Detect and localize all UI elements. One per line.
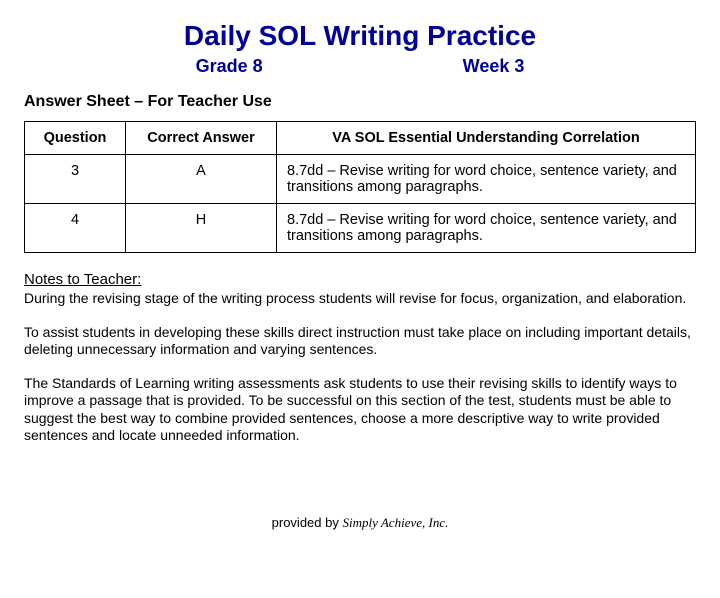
col-header-question: Question — [25, 122, 126, 155]
answer-table: Question Correct Answer VA SOL Essential… — [24, 121, 696, 253]
notes-paragraph: The Standards of Learning writing assess… — [24, 375, 696, 445]
col-header-correlation: VA SOL Essential Understanding Correlati… — [277, 122, 696, 155]
cell-answer: A — [126, 155, 277, 204]
footer: provided by Simply Achieve, Inc. — [24, 515, 696, 531]
week-label: Week 3 — [463, 56, 525, 77]
subhead-row: Grade 8 Week 3 — [24, 56, 696, 77]
notes-paragraph: During the revising stage of the writing… — [24, 290, 696, 308]
cell-question: 4 — [25, 204, 126, 253]
notes-paragraph: To assist students in developing these s… — [24, 324, 696, 359]
footer-prefix: provided by — [272, 515, 343, 530]
col-header-answer: Correct Answer — [126, 122, 277, 155]
cell-question: 3 — [25, 155, 126, 204]
table-row: 3 A 8.7dd – Revise writing for word choi… — [25, 155, 696, 204]
table-row: 4 H 8.7dd – Revise writing for word choi… — [25, 204, 696, 253]
section-heading: Answer Sheet – For Teacher Use — [24, 93, 696, 111]
cell-correlation: 8.7dd – Revise writing for word choice, … — [277, 155, 696, 204]
table-header-row: Question Correct Answer VA SOL Essential… — [25, 122, 696, 155]
cell-correlation: 8.7dd – Revise writing for word choice, … — [277, 204, 696, 253]
notes-heading: Notes to Teacher: — [24, 271, 696, 288]
page-title: Daily SOL Writing Practice — [24, 20, 696, 52]
grade-label: Grade 8 — [196, 56, 263, 77]
footer-company: Simply Achieve, Inc. — [342, 515, 448, 530]
cell-answer: H — [126, 204, 277, 253]
